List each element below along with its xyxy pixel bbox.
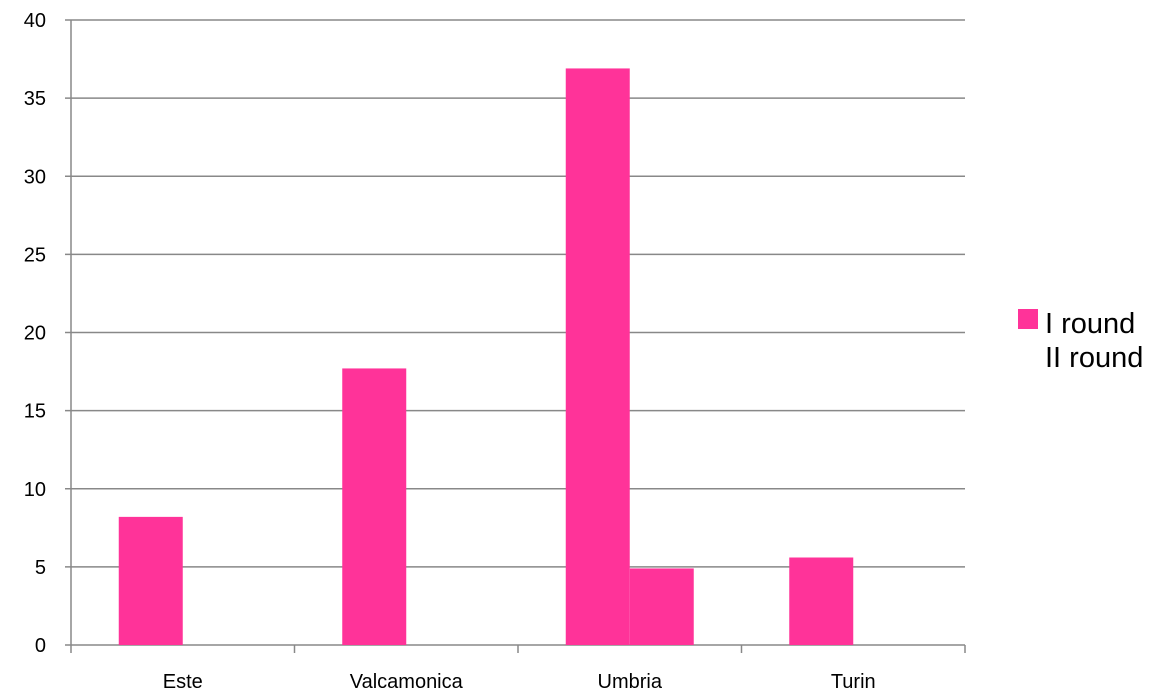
legend-swatch-i-round [1018, 309, 1038, 329]
y-tick-label: 10 [24, 479, 46, 501]
y-tick-label: 35 [24, 88, 46, 110]
bar-i-round-valcamonica [342, 368, 407, 645]
bar-ii-round-umbria [629, 568, 694, 645]
bar-i-round-umbria [565, 68, 630, 645]
legend-label: II round [1045, 342, 1143, 374]
x-tick-labels: Este Valcamonica Umbria Turin [163, 671, 876, 693]
bar-i-round-turin [789, 557, 854, 645]
x-tick-label: Valcamonica [350, 671, 464, 693]
y-tick-label: 30 [24, 166, 46, 188]
y-tick-labels: 0 5 10 15 20 25 30 35 40 [24, 10, 46, 657]
x-tick-label: Umbria [598, 671, 663, 693]
x-tick-label: Turin [831, 671, 876, 693]
x-tick-label: Este [163, 671, 203, 693]
gridlines [71, 19, 965, 568]
y-tick-label: 0 [35, 635, 46, 657]
y-tick-label: 40 [24, 10, 46, 32]
y-tick-label: 25 [24, 244, 46, 266]
bar-i-round-este [118, 516, 183, 645]
y-tick-label: 5 [35, 557, 46, 579]
y-tick-label: 20 [24, 323, 46, 345]
bars [118, 68, 854, 645]
legend-label: I round [1045, 308, 1135, 340]
y-tick-label: 15 [24, 401, 46, 423]
